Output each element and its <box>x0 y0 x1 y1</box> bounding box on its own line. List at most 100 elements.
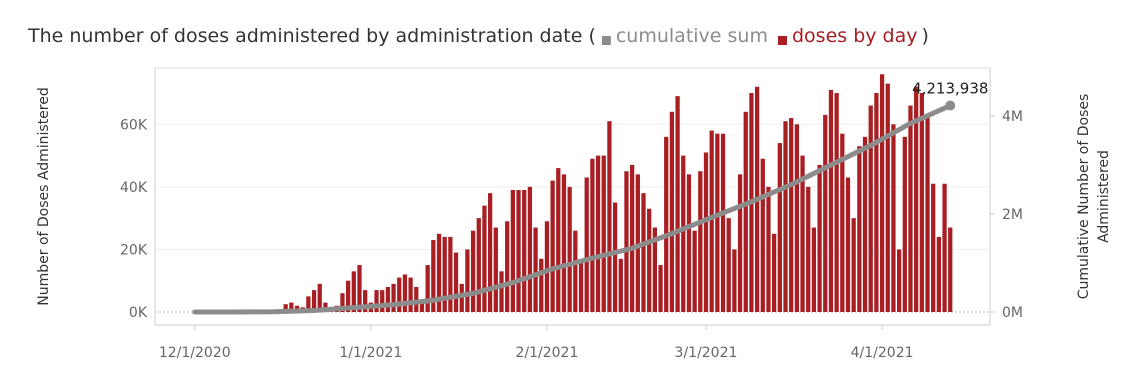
y-tick-label: 60K <box>120 117 148 133</box>
x-tick-label: 12/1/2020 <box>159 345 231 361</box>
legend-label: cumulative sum <box>616 25 768 47</box>
bar <box>811 227 817 312</box>
bar <box>311 290 317 312</box>
bar <box>834 93 839 313</box>
bar <box>732 249 737 312</box>
bar <box>800 155 805 312</box>
bar <box>743 111 748 313</box>
bar <box>351 271 356 312</box>
bar <box>612 202 618 312</box>
bar <box>578 261 584 312</box>
bar <box>664 136 669 312</box>
y-tick-label: 40K <box>120 180 148 196</box>
bar <box>914 86 919 313</box>
y-tick-label: 20K <box>120 242 148 258</box>
bar <box>737 174 743 312</box>
bar <box>720 133 726 312</box>
bar <box>527 186 533 312</box>
bar <box>936 236 942 312</box>
bar <box>385 286 391 312</box>
value-label: 4,213,938 <box>912 80 988 98</box>
bar <box>709 130 714 312</box>
bar <box>931 183 936 312</box>
bar <box>453 252 459 312</box>
bar <box>817 164 822 312</box>
x-tick-label: 4/1/2021 <box>851 345 914 361</box>
bar <box>550 180 555 312</box>
bar <box>715 133 720 312</box>
bar <box>448 236 453 312</box>
bar <box>374 290 379 312</box>
y2-tick-label: 4M <box>1002 109 1023 125</box>
bar <box>789 118 794 312</box>
bar <box>431 240 436 312</box>
bar <box>488 193 493 312</box>
bar <box>539 258 544 312</box>
bar <box>868 105 873 313</box>
bar <box>493 227 498 312</box>
bar <box>652 227 657 312</box>
bar <box>442 236 447 312</box>
bar <box>402 274 408 312</box>
bar <box>533 227 538 312</box>
bar <box>544 221 550 312</box>
bar <box>686 174 692 312</box>
bar <box>459 283 464 312</box>
bar <box>891 124 896 312</box>
bar <box>380 290 385 312</box>
bar <box>482 205 487 312</box>
legend-label: doses by day <box>792 25 918 47</box>
bar <box>896 249 902 312</box>
bar <box>806 186 811 312</box>
bar <box>584 177 589 312</box>
bar <box>357 265 362 312</box>
legend-swatch <box>601 36 611 45</box>
bar <box>340 293 345 312</box>
bar <box>658 265 663 312</box>
bar <box>590 158 595 312</box>
bar <box>561 174 567 312</box>
bar <box>902 136 907 312</box>
bar <box>607 121 612 312</box>
x-tick-label: 1/1/2021 <box>339 345 402 361</box>
x-tick-label: 3/1/2021 <box>675 345 738 361</box>
bar <box>669 111 675 313</box>
bar <box>772 233 777 312</box>
bar <box>692 230 697 312</box>
bar <box>641 193 646 312</box>
bar <box>919 93 924 313</box>
bar <box>635 174 640 312</box>
bar <box>283 304 288 312</box>
bar <box>510 190 515 312</box>
bar <box>624 171 629 312</box>
bar <box>425 265 430 312</box>
bar <box>703 152 709 312</box>
bar <box>851 218 856 312</box>
bar <box>465 249 470 312</box>
y2-tick-label: 0M <box>1002 305 1023 321</box>
bar <box>925 114 930 312</box>
bar <box>601 155 606 312</box>
cumulative-line <box>192 103 953 315</box>
legend-swatch <box>777 36 787 45</box>
bar <box>436 233 442 312</box>
bar <box>857 146 862 312</box>
bar <box>760 158 765 312</box>
bar <box>681 155 686 312</box>
bar <box>630 164 635 312</box>
bar <box>397 277 402 312</box>
bar <box>766 186 771 312</box>
bar <box>595 155 601 312</box>
bar <box>698 171 703 312</box>
bar <box>414 286 419 312</box>
bar <box>476 218 481 312</box>
bar <box>470 230 476 312</box>
y2-axis-title: Administered <box>1096 150 1112 243</box>
bar <box>879 74 885 312</box>
bar <box>948 227 953 312</box>
bar <box>647 208 652 312</box>
chart-title: ) <box>922 25 929 47</box>
bar <box>317 283 322 312</box>
bar <box>306 296 311 312</box>
